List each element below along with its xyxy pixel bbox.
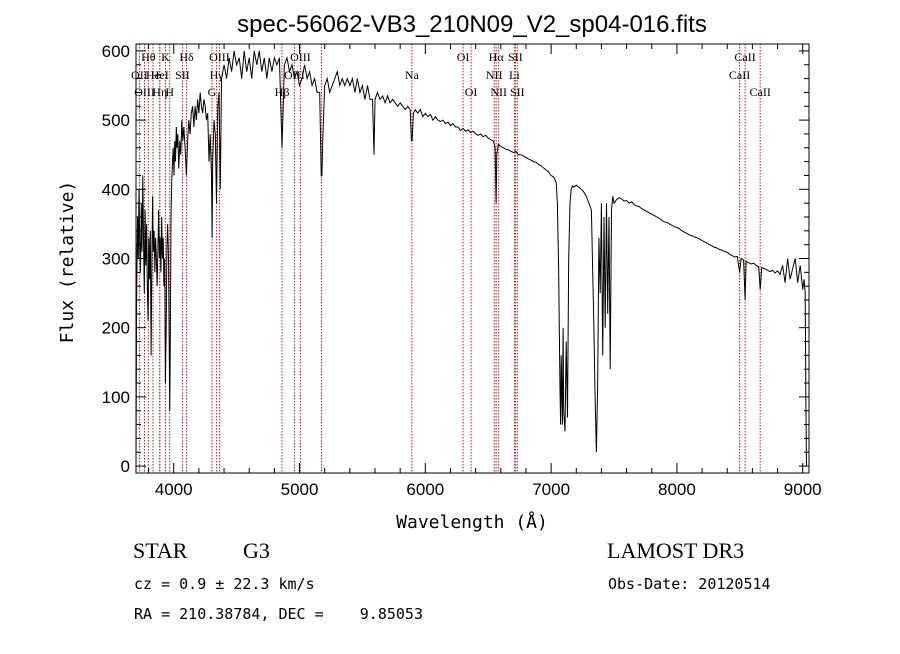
line-label: K (161, 50, 170, 64)
survey-name: LAMOST DR3 (607, 538, 744, 563)
object-class: STAR (133, 538, 188, 563)
line-label: Hη (152, 85, 167, 99)
line-label: Hθ (141, 50, 156, 64)
line-label: SII (510, 85, 525, 99)
y-axis-ticks: 0 100 200 300 400 500 600 (102, 42, 809, 476)
y-tick-label: 0 (121, 457, 130, 476)
x-tick-label: 5000 (281, 480, 319, 499)
y-tick-label: 400 (102, 180, 130, 199)
spectrum-series-line (135, 50, 807, 467)
y-tick-label: 600 (102, 42, 130, 61)
line-label: H (165, 85, 174, 99)
line-label: OI (457, 50, 470, 64)
y-tick-label: 300 (102, 250, 130, 269)
coordinates: RA = 210.38784, DEC = 9.85053 (134, 605, 423, 623)
x-axis-title: Wavelength (Å) (396, 511, 548, 533)
line-label: OI (465, 85, 478, 99)
emission-line-markers (138, 44, 761, 473)
line-label: Li (509, 68, 520, 82)
line-label: Hγ (210, 68, 225, 82)
y-tick-label: 500 (102, 111, 130, 130)
y-axis-title: Flux (relative) (57, 181, 78, 344)
line-label: SII (175, 68, 190, 82)
x-tick-label: 9000 (784, 480, 822, 499)
line-label: Na (405, 68, 420, 82)
line-label: G (208, 85, 217, 99)
x-tick-label: 4000 (155, 480, 193, 499)
line-label: Hδ (179, 50, 194, 64)
x-tick-label: 8000 (658, 480, 696, 499)
x-tick-label: 6000 (406, 480, 444, 499)
plot-frame (135, 43, 810, 474)
line-label: He (146, 68, 160, 82)
x-axis-ticks: 4000 5000 6000 7000 8000 9000 (148, 44, 822, 499)
line-label: CaII (729, 68, 750, 82)
line-label: OIII (209, 50, 230, 64)
line-label: OII (131, 68, 148, 82)
spectral-subclass: G3 (243, 538, 270, 563)
line-label: SII (508, 50, 523, 64)
line-label: OIII (290, 50, 311, 64)
y-tick-label: 200 (102, 319, 130, 338)
line-label: CaII (734, 50, 755, 64)
line-label: Hα (489, 50, 505, 64)
observation-date: Obs-Date: 20120514 (608, 575, 771, 593)
line-label: OIII (134, 85, 155, 99)
x-tick-label: 7000 (532, 480, 570, 499)
chart-title: spec-56062-VB3_210N09_V2_sp04-016.fits (237, 11, 707, 38)
line-label: NII (490, 85, 507, 99)
line-label: CaII (750, 85, 771, 99)
y-tick-label: 100 (102, 388, 130, 407)
line-label: Hβ (275, 85, 290, 99)
line-label: HeI (151, 68, 169, 82)
line-label: NII (486, 68, 503, 82)
redshift-velocity: cz = 0.9 ± 22.3 km/s (134, 575, 315, 593)
